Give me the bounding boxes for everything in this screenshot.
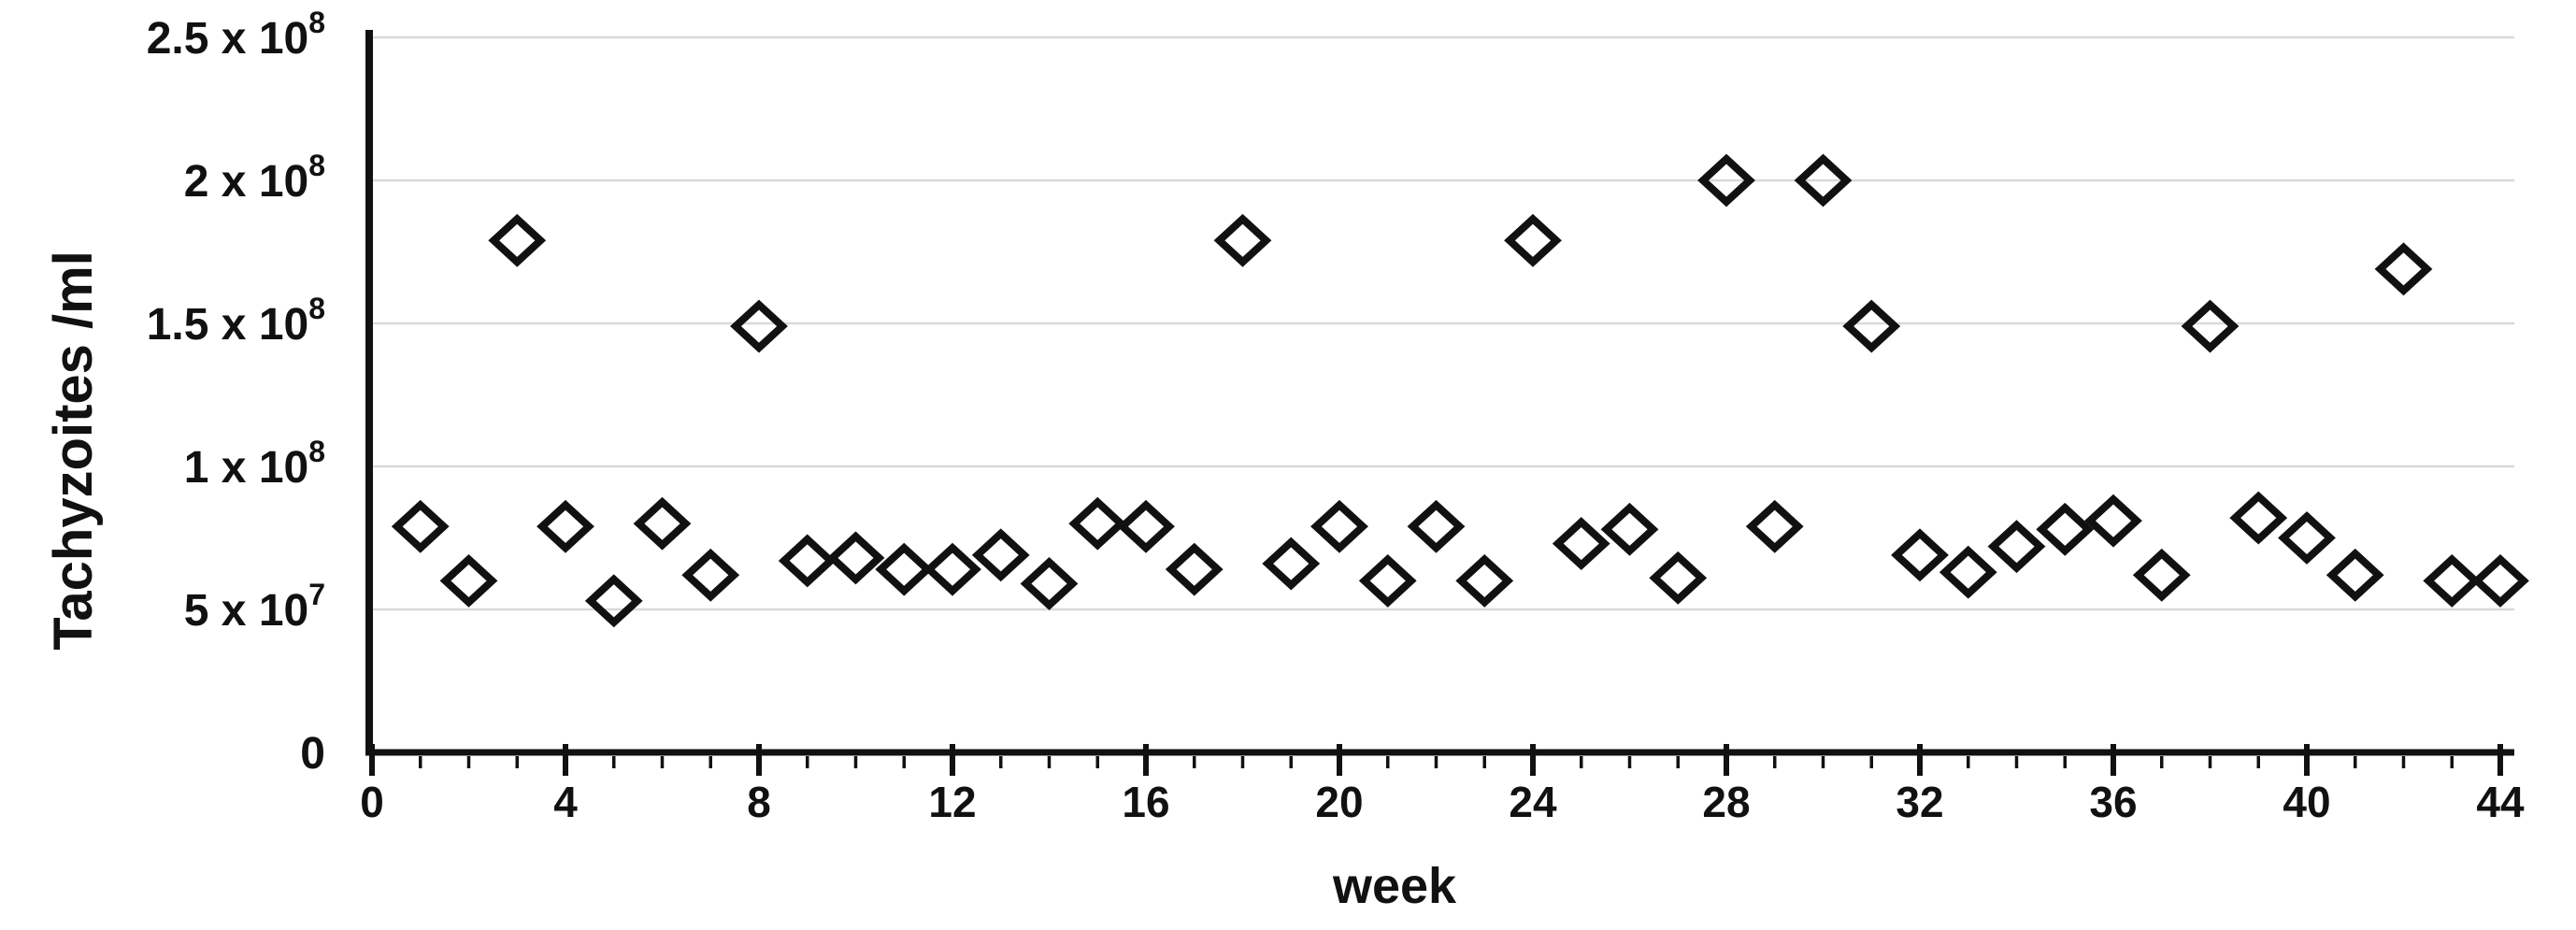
scatter-point-week-39	[2229, 491, 2288, 545]
scatter-point-week-6	[633, 496, 692, 551]
scatter-point-week-23	[1455, 553, 1514, 608]
data-points	[391, 153, 2529, 628]
scatter-point-week-2	[439, 553, 498, 608]
scatter-point-week-12	[923, 542, 981, 596]
scatter-point-week-16	[1117, 499, 1175, 553]
scatter-point-week-35	[2036, 502, 2095, 556]
scatter-point-week-44	[2471, 553, 2529, 608]
x-tick-label: 8	[747, 778, 771, 826]
scatter-point-week-26	[1600, 502, 1659, 556]
scatter-point-week-30	[1794, 153, 1853, 207]
scatter-point-week-25	[1552, 517, 1610, 571]
x-tick-label: 32	[1896, 778, 1943, 826]
scatter-point-week-40	[2278, 511, 2336, 565]
y-axis-title: Tachyzoites /ml	[43, 250, 104, 651]
x-tick-label: 0	[360, 778, 384, 826]
x-tick-label: 12	[928, 778, 976, 826]
x-tick-label: 20	[1315, 778, 1363, 826]
gridlines	[369, 36, 2514, 611]
scatter-point-week-42	[2374, 242, 2433, 296]
x-axis-ticks	[369, 744, 2503, 776]
scatter-point-week-29	[1745, 499, 1804, 553]
x-tick-label: 36	[2089, 778, 2137, 826]
axes	[365, 30, 2514, 756]
y-axis-tick-labels: 2.5 x 108 2 x 108 1.5 x 108 1 x 108 5 x 107 0	[147, 6, 325, 779]
scatter-point-week-32	[1891, 528, 1949, 582]
scatter-point-week-7	[681, 548, 740, 602]
scatter-point-week-31	[1842, 299, 1901, 353]
scatter-point-week-18	[1213, 213, 1272, 267]
x-axis-tick-labels: 0 4 8 12 16 20 24 28 32 36 40 44	[360, 778, 2525, 826]
scatter-point-week-3	[488, 213, 547, 267]
scatter-point-week-27	[1649, 551, 1708, 605]
x-tick-label: 28	[1702, 778, 1750, 826]
x-axis-title: week	[1332, 858, 1457, 914]
y-tick-label: 5 x 107	[184, 578, 325, 636]
scatter-point-week-8	[730, 299, 788, 353]
scatter-point-week-43	[2423, 553, 2482, 608]
scatter-point-week-13	[971, 528, 1030, 582]
scatter-point-week-10	[826, 531, 885, 585]
scatter-point-week-20	[1310, 499, 1368, 553]
scatter-point-week-15	[1068, 496, 1127, 551]
scatter-point-week-1	[391, 499, 450, 553]
scatter-point-week-14	[1020, 557, 1079, 610]
x-tick-label: 40	[2283, 778, 2330, 826]
y-tick-label: 2.5 x 108	[147, 6, 325, 64]
x-tick-label: 44	[2476, 778, 2525, 826]
scatter-point-week-17	[1165, 542, 1224, 596]
scatter-point-week-36	[2084, 494, 2142, 548]
y-tick-label: 0	[300, 729, 325, 779]
scatter-point-week-11	[875, 542, 934, 596]
y-tick-label: 2 x 108	[184, 149, 325, 207]
scatter-point-week-4	[537, 499, 594, 553]
scatter-point-week-9	[778, 534, 837, 588]
scatter-point-week-24	[1504, 213, 1562, 267]
scatter-point-week-28	[1697, 153, 1755, 207]
y-tick-label: 1 x 108	[184, 435, 325, 493]
scatter-point-week-38	[2181, 299, 2240, 353]
y-tick-label: 1.5 x 108	[147, 292, 325, 350]
x-tick-label: 4	[553, 778, 578, 826]
scatter-point-week-19	[1262, 537, 1321, 591]
scatter-point-week-41	[2326, 548, 2384, 602]
x-tick-label: 16	[1122, 778, 1169, 826]
scatter-point-week-21	[1358, 553, 1417, 608]
scatter-point-week-37	[2132, 548, 2191, 602]
scatter-point-week-22	[1407, 499, 1466, 553]
x-tick-label: 24	[1509, 778, 1557, 826]
scatter-point-week-34	[1987, 520, 2046, 574]
scatter-point-week-5	[584, 574, 643, 628]
scatter-point-week-33	[1939, 545, 1997, 599]
